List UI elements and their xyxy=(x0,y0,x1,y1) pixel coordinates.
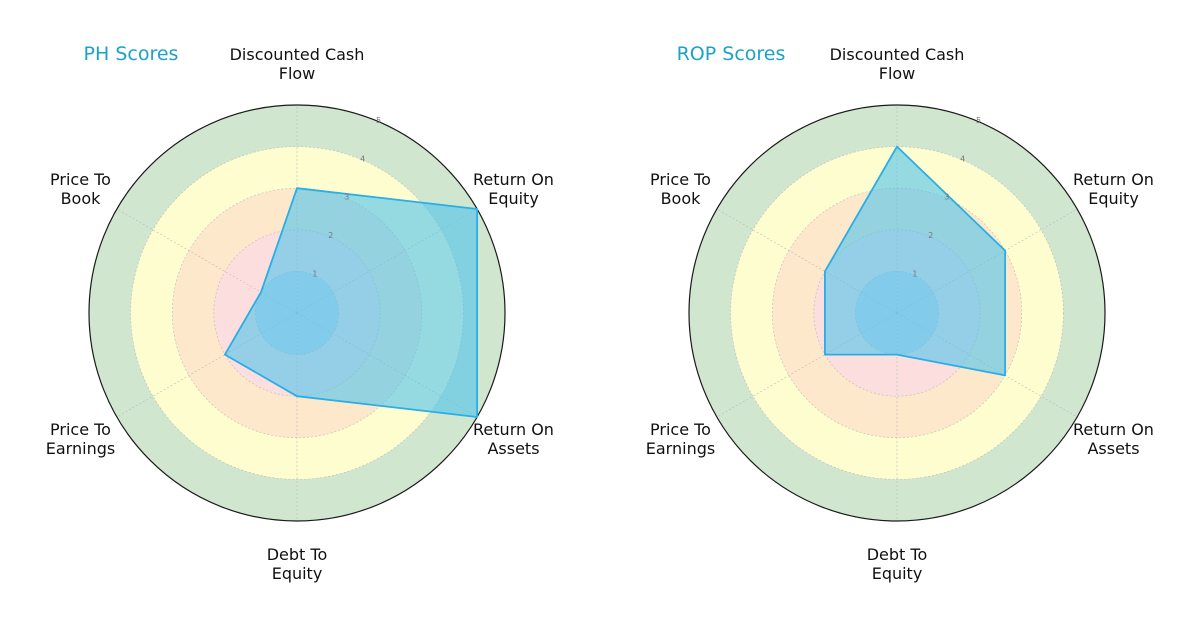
category-label: Discounted Cash Flow xyxy=(830,45,965,83)
radial-tick-label: 3 xyxy=(944,193,949,202)
spoke-line xyxy=(116,312,298,418)
grid-ring xyxy=(771,187,1023,439)
chart-title: ROP Scores xyxy=(677,43,786,65)
radial-tick-label: 2 xyxy=(328,231,333,240)
radial-tick-label: 1 xyxy=(912,270,917,279)
category-label: Return On Assets xyxy=(1073,420,1154,458)
category-label: Debt To Equity xyxy=(867,545,928,583)
category-label: Price To Earnings xyxy=(46,420,115,458)
category-label: Return On Equity xyxy=(473,170,554,208)
category-label: Discounted Cash Flow xyxy=(230,45,365,83)
ph-radar-chart: 1 2 3 4 5 Discounted Cash Flow Return On Equity R… xyxy=(46,43,554,583)
radial-tick-label: 4 xyxy=(960,154,965,163)
radial-tick-label: 4 xyxy=(360,154,365,163)
category-label: Return On Equity xyxy=(1073,170,1154,208)
spoke-line xyxy=(116,208,298,314)
category-label: Price To Book xyxy=(50,170,111,208)
radial-tick-label: 2 xyxy=(928,231,933,240)
rop-radar-chart: 1 2 3 4 5 Discounted Cash Flow Return On Equity R… xyxy=(646,43,1154,583)
radial-tick-label: 3 xyxy=(344,193,349,202)
outer-circle xyxy=(688,104,1106,522)
outer-circle xyxy=(88,104,506,522)
radial-tick-label: 5 xyxy=(976,116,981,125)
category-label: Return On Assets xyxy=(473,420,554,458)
grid-ring xyxy=(730,146,1064,480)
chart-title: PH Scores xyxy=(84,43,179,65)
radial-tick-label: 1 xyxy=(312,270,317,279)
spoke-line xyxy=(716,312,898,418)
spoke-line xyxy=(716,208,898,314)
score-polygon xyxy=(223,187,479,418)
category-label: Price To Book xyxy=(650,170,711,208)
radial-tick-label: 5 xyxy=(376,116,381,125)
category-label: Price To Earnings xyxy=(646,420,715,458)
category-label: Debt To Equity xyxy=(267,545,328,583)
score-polygon xyxy=(824,145,1006,377)
